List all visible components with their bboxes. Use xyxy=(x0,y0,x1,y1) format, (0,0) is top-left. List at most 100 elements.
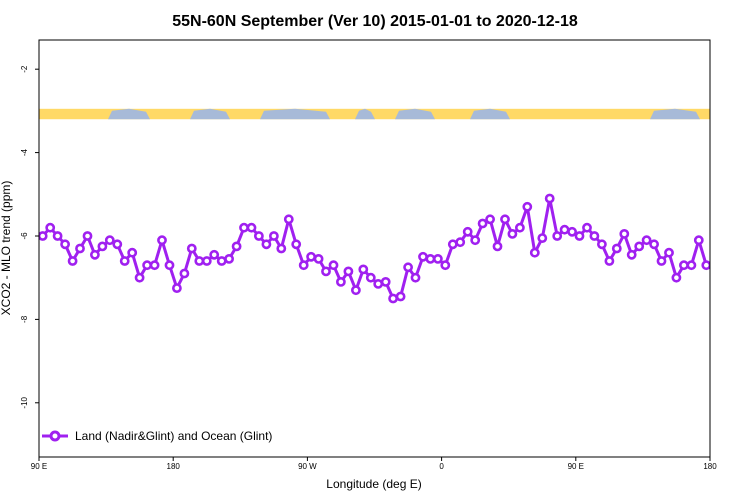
data-point xyxy=(485,214,495,225)
data-point xyxy=(455,237,466,248)
data-point xyxy=(321,266,331,277)
data-point xyxy=(306,251,316,262)
data-point xyxy=(45,222,56,233)
data-point xyxy=(671,272,682,283)
data-point xyxy=(574,231,585,241)
data-point xyxy=(104,235,115,246)
x-axis-label: Longitude (deg E) xyxy=(326,477,421,491)
legend: Land (Nadir&Glint) and Ocean (Glint) xyxy=(42,429,272,443)
data-point xyxy=(231,241,242,252)
legend-marker xyxy=(49,430,61,442)
data-point xyxy=(246,222,257,233)
data-point xyxy=(388,293,398,304)
x-axis: 90 E 180 90 W 0 90 E 180 xyxy=(31,457,717,471)
y-tick-label: -8 xyxy=(20,315,29,323)
data-point xyxy=(298,260,309,271)
data-point xyxy=(619,228,630,239)
x-tick-label: 0 xyxy=(439,462,444,471)
data-point xyxy=(134,272,145,283)
x-tick-label: 90 E xyxy=(31,462,47,471)
data-point xyxy=(224,253,234,264)
data-point xyxy=(112,239,123,250)
data-point xyxy=(500,214,510,225)
data-point xyxy=(268,231,279,241)
data-point xyxy=(537,233,548,243)
data-point xyxy=(67,256,78,266)
band-ocean xyxy=(108,108,700,120)
data-point xyxy=(589,231,600,241)
data-point xyxy=(425,253,436,264)
data-point xyxy=(60,239,70,250)
data-point xyxy=(529,247,540,258)
data-point xyxy=(313,253,324,264)
data-point xyxy=(477,218,488,229)
data-point xyxy=(432,253,443,264)
data-point xyxy=(328,260,339,271)
y-tick-label: -10 xyxy=(20,396,29,408)
x-tick-label: 180 xyxy=(703,462,717,471)
data-point xyxy=(291,239,302,250)
data-point xyxy=(350,285,361,296)
data-point xyxy=(142,260,152,271)
data-point xyxy=(194,256,205,266)
data-point xyxy=(97,241,108,252)
data-point xyxy=(39,231,48,241)
data-point xyxy=(522,201,533,212)
data-point xyxy=(679,260,689,271)
data-point xyxy=(380,276,391,287)
data-point xyxy=(82,231,93,241)
land-ocean-band xyxy=(39,108,710,120)
chart-title: 55N-60N September (Ver 10) 2015-01-01 to… xyxy=(172,13,578,30)
data-point xyxy=(373,278,384,289)
data-point xyxy=(597,239,607,250)
y-axis: -2 -4 -6 -8 -10 xyxy=(20,65,39,409)
data-point xyxy=(239,222,249,233)
data-point xyxy=(515,222,525,233)
data-point xyxy=(395,291,406,302)
data-point xyxy=(462,226,473,237)
data-point xyxy=(604,256,615,266)
data-point xyxy=(201,256,212,266)
data-point xyxy=(634,241,645,252)
x-tick-label: 180 xyxy=(167,462,181,471)
y-tick-label: -6 xyxy=(20,232,29,240)
legend-label: Land (Nadir&Glint) and Ocean (Glint) xyxy=(75,429,272,443)
data-point xyxy=(157,235,167,246)
data-point xyxy=(649,239,659,250)
series-layer xyxy=(39,193,710,304)
data-point xyxy=(119,256,130,266)
data-point xyxy=(552,231,563,241)
data-point xyxy=(440,260,451,271)
data-point xyxy=(343,266,354,277)
data-point xyxy=(611,243,622,254)
x-tick-label: 90 W xyxy=(298,462,317,471)
data-point xyxy=(149,260,160,271)
data-point xyxy=(641,235,652,246)
data-point xyxy=(186,243,197,254)
data-point xyxy=(492,241,503,252)
data-point xyxy=(403,262,413,273)
data-point xyxy=(164,260,175,271)
data-point xyxy=(567,226,577,237)
data-point xyxy=(358,264,369,275)
y-tick-label: -4 xyxy=(20,148,29,156)
y-tick-label: -2 xyxy=(20,65,29,73)
data-point xyxy=(171,283,182,293)
plot-frame xyxy=(38,39,711,458)
data-point xyxy=(276,243,287,254)
data-point xyxy=(656,256,667,266)
data-point xyxy=(253,231,264,241)
data-point xyxy=(410,272,421,283)
data-point xyxy=(75,243,85,254)
data-point xyxy=(626,249,637,260)
data-point xyxy=(261,239,272,250)
data-point xyxy=(52,231,63,241)
data-point xyxy=(559,224,570,235)
data-point xyxy=(209,249,220,260)
data-point xyxy=(127,247,138,258)
data-point xyxy=(507,228,518,239)
data-point xyxy=(90,249,100,260)
data-point xyxy=(283,214,294,225)
data-point xyxy=(544,193,555,204)
